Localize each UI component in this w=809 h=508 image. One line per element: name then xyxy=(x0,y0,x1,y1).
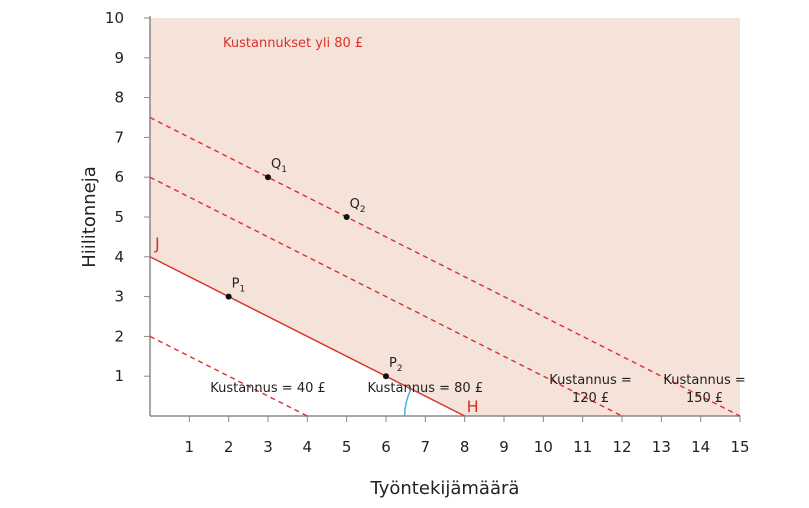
x-tick-label: 8 xyxy=(460,438,470,456)
x-tick-label: 12 xyxy=(612,438,631,456)
y-tick-label: 4 xyxy=(114,248,124,266)
y-tick-label: 3 xyxy=(114,288,124,306)
cost-line-2 xyxy=(149,256,465,417)
cost-line-4 xyxy=(149,116,741,417)
x-tick-label: 9 xyxy=(499,438,509,456)
y-tick-label: 7 xyxy=(114,128,124,146)
point-Q2 xyxy=(343,214,350,220)
y-tick-label: 2 xyxy=(114,327,124,345)
x-tick-label: 5 xyxy=(342,438,352,456)
x-tick-label: 2 xyxy=(224,438,234,456)
cost-line-1 xyxy=(149,335,308,417)
cost-line-label: Kustannus = 40 £ xyxy=(210,381,326,396)
point-subscript: 1 xyxy=(281,165,287,175)
x-tick-label: 10 xyxy=(534,438,553,456)
cost-line-label: 150 £ xyxy=(686,391,723,406)
x-tick-label: 13 xyxy=(652,438,671,456)
y-tick-label: 8 xyxy=(114,89,124,107)
x-tick-label: 4 xyxy=(303,438,313,456)
shaded-region xyxy=(150,18,740,416)
x-tick-label: 3 xyxy=(263,438,273,456)
x-tick-label: 7 xyxy=(421,438,431,456)
cost-line-label: Kustannus = xyxy=(549,373,631,388)
y-tick-label: 1 xyxy=(114,367,124,385)
x-tick-label: 1 xyxy=(185,438,195,456)
x-tick-label: 11 xyxy=(573,438,592,456)
y-tick-label: 5 xyxy=(114,208,124,226)
y-tick-label: 6 xyxy=(114,168,124,186)
point-subscript: 2 xyxy=(360,205,366,215)
x-tick-label: 6 xyxy=(381,438,391,456)
x-axis-label: Työntekijämäärä xyxy=(370,478,520,499)
cost-line-label: Kustannus = xyxy=(663,373,745,388)
y-tick-label: 10 xyxy=(105,9,124,27)
y-tick-label: 9 xyxy=(114,49,124,67)
endpoint-label-j: J xyxy=(154,234,160,253)
angle-marker xyxy=(403,388,412,417)
point-P2 xyxy=(383,373,389,380)
point-subscript: 1 xyxy=(240,285,246,295)
y-axis-label: Hiilitonneja xyxy=(79,166,100,268)
point-Q1 xyxy=(265,174,271,181)
x-tick-label: 15 xyxy=(730,438,749,456)
endpoint-label-h: H xyxy=(467,397,479,416)
point-subscript: 2 xyxy=(397,364,403,374)
shaded-region-label: Kustannukset yli 80 £ xyxy=(223,36,363,51)
point-P1 xyxy=(225,293,232,300)
cost-line-label: 120 £ xyxy=(572,391,609,406)
x-tick-label: 14 xyxy=(691,438,710,456)
cost-line-3 xyxy=(149,176,623,417)
cost-line-label: Kustannus = 80 £ xyxy=(368,381,484,396)
